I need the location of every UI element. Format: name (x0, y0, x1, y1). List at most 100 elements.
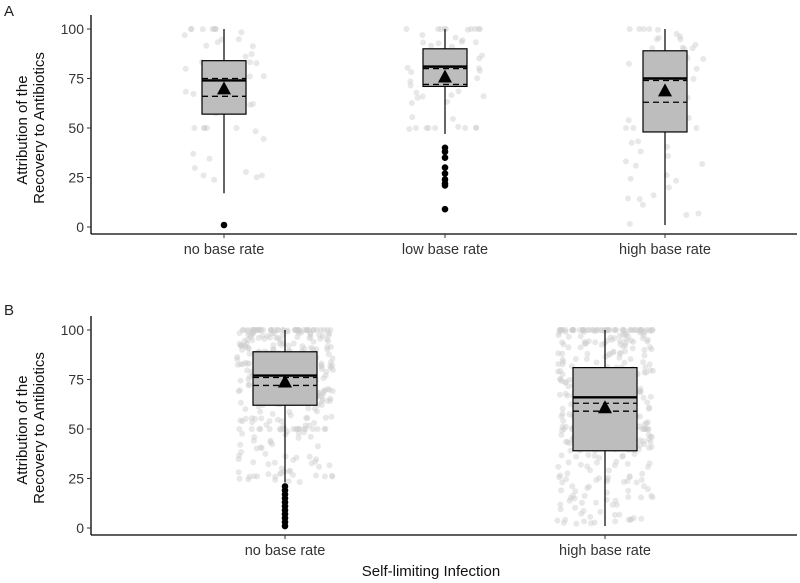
jitter-point (327, 359, 334, 366)
jitter-point (612, 327, 619, 333)
jitter-point (279, 332, 286, 339)
jitter-point (570, 327, 577, 333)
jitter-point (245, 345, 252, 351)
jitter-point (562, 379, 569, 386)
jitter-point (302, 426, 309, 432)
jitter-point (564, 392, 571, 399)
jitter-point (255, 335, 262, 341)
jitter-point (236, 452, 243, 459)
mean-marker (598, 400, 612, 414)
jitter-point (407, 82, 414, 89)
mean-marker (438, 69, 452, 83)
jitter-point (294, 327, 301, 334)
jitter-point (643, 426, 649, 432)
outlier-point (441, 176, 449, 183)
jitter-point (474, 75, 481, 82)
jitter-point (246, 350, 253, 357)
jitter-point (561, 426, 567, 432)
jitter-point (622, 158, 629, 165)
jitter-point (295, 330, 302, 337)
outlier-point (441, 164, 449, 171)
jitter-point (247, 334, 254, 341)
jitter-point (564, 470, 571, 477)
jitter-point (640, 26, 647, 32)
jitter-point (200, 172, 207, 179)
jitter-point (700, 56, 707, 62)
jitter-point (261, 335, 268, 342)
jitter-point (317, 327, 324, 333)
jitter-point (640, 332, 647, 339)
jitter-point (327, 397, 334, 404)
jitter-point (238, 342, 245, 349)
jitter-point (310, 338, 317, 345)
jitter-point (573, 453, 580, 460)
jitter-point (580, 327, 586, 333)
jitter-point (644, 399, 651, 406)
jitter-point (275, 335, 282, 342)
jitter-point (590, 327, 597, 333)
jitter-point (639, 327, 645, 333)
jitter-point (311, 405, 318, 412)
jitter-point (459, 37, 466, 44)
jitter-point (249, 419, 256, 426)
jitter-point (270, 346, 277, 353)
jitter-point (673, 177, 680, 184)
jitter-point (273, 334, 280, 341)
jitter-point (641, 421, 648, 428)
panel-b: B Attribution of the Recovery to Antibio… (4, 302, 797, 580)
axes-b: 0 25 50 75 100 no base rate high base rate (61, 316, 797, 559)
jitter-point (309, 426, 316, 432)
mean-marker (217, 81, 231, 95)
jitter-point (560, 519, 567, 526)
jitter-point (606, 327, 613, 333)
jitter-point (235, 36, 242, 43)
jitter-point (626, 220, 633, 227)
jitter-point (593, 359, 600, 366)
jitter-point (403, 26, 410, 32)
jitter-point (649, 494, 656, 501)
jitter-point (637, 327, 644, 333)
jitter-point (271, 327, 278, 333)
jitter-point (472, 39, 479, 46)
jitter-point (244, 327, 251, 333)
jitter-point (571, 495, 578, 502)
jitter-point (250, 459, 257, 466)
jitter-point (649, 327, 656, 333)
jitter-point (258, 415, 265, 422)
jitter-point (637, 389, 644, 396)
jitter-point (423, 125, 430, 131)
jitter-point (558, 327, 565, 333)
jitter-point (313, 472, 319, 479)
jitter-point (237, 399, 244, 406)
jitter-point (314, 443, 321, 450)
y-tick-label-b-100: 100 (61, 322, 85, 338)
outlier-point (441, 205, 449, 213)
jitter-point (324, 327, 331, 333)
jitter-point (585, 327, 592, 333)
jitter-point (624, 460, 631, 467)
jitter-point (201, 125, 208, 131)
jitter-point (270, 342, 277, 349)
jitter-point (647, 328, 654, 334)
jitter-point (476, 55, 483, 62)
jitter-point (319, 333, 326, 339)
jitter-point (320, 388, 327, 395)
jitter-point (244, 328, 251, 335)
jitter-point (473, 125, 480, 131)
jitter-point (569, 327, 576, 333)
jitter-point (613, 458, 620, 465)
jitter-point (212, 26, 219, 32)
y-tick-label-a-50: 50 (68, 120, 84, 136)
jitter-point (557, 472, 564, 479)
jitter-point (621, 359, 628, 366)
boxplot-b-1 (572, 330, 638, 527)
jitter-point (559, 411, 566, 417)
jitter-point (591, 328, 598, 335)
jitter-point (266, 334, 273, 341)
jitter-point (598, 341, 605, 348)
jitter-point (559, 350, 566, 357)
jitter-point (626, 474, 633, 481)
jitter-point (235, 469, 242, 476)
jitter-point (593, 459, 600, 466)
jitter-point (559, 356, 566, 363)
